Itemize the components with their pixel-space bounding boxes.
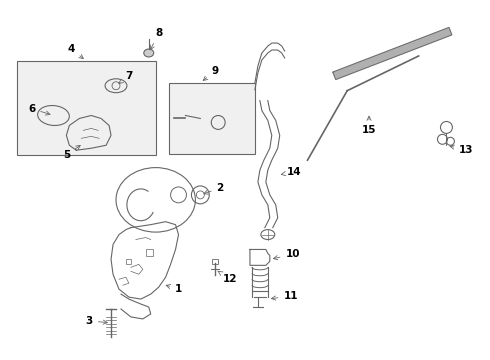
Text: 6: 6: [28, 104, 50, 115]
Bar: [126, 260, 131, 264]
Text: 7: 7: [119, 71, 133, 84]
Text: 3: 3: [86, 316, 107, 326]
Text: 5: 5: [63, 145, 80, 160]
Text: 14: 14: [281, 167, 302, 177]
Text: 1: 1: [166, 284, 182, 294]
Polygon shape: [333, 27, 452, 80]
Text: 2: 2: [204, 183, 224, 194]
Text: 12: 12: [218, 271, 237, 284]
Ellipse shape: [144, 49, 154, 57]
Text: 10: 10: [273, 249, 300, 260]
Bar: [146, 249, 153, 256]
Bar: [17, 61, 156, 155]
Bar: [212, 260, 218, 264]
Text: 9: 9: [203, 66, 219, 80]
Text: 15: 15: [362, 116, 376, 135]
Text: 8: 8: [150, 28, 162, 50]
Text: 11: 11: [271, 291, 298, 301]
Text: 4: 4: [68, 44, 83, 59]
Bar: [169, 83, 255, 154]
Text: 13: 13: [450, 145, 473, 155]
